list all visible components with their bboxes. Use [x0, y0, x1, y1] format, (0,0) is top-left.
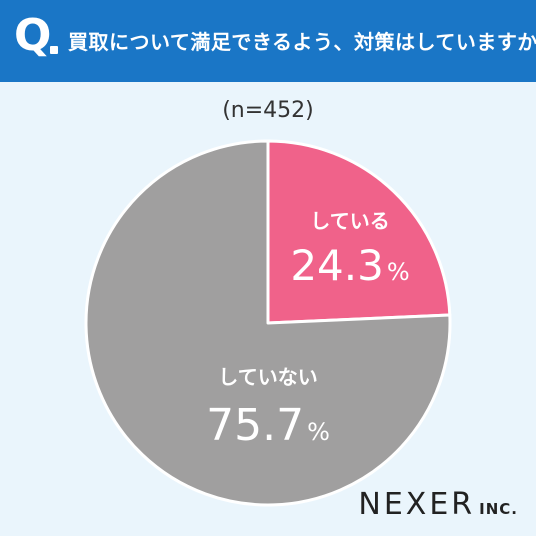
question-dot: [50, 46, 58, 54]
question-letter: Q: [14, 10, 52, 61]
pie-slice-2: [84, 139, 452, 507]
slice-label-2: していない: [218, 365, 317, 389]
nexer-logo: NEXER INC.: [358, 487, 518, 522]
slice-value-2: 75.7%: [206, 400, 330, 451]
logo-main: NEXER: [358, 487, 476, 522]
slice-value-1: 24.3%: [290, 241, 409, 290]
question-header: Q 買取について満足できるよう、対策はしていますか?: [0, 0, 536, 82]
logo-suffix: INC.: [479, 500, 518, 518]
sample-size-label: (n=452): [222, 98, 314, 123]
pie-slice-1: [266, 139, 452, 325]
slice-label-1: している: [310, 209, 389, 233]
question-text: 買取について満足できるよう、対策はしていますか?: [68, 30, 536, 54]
